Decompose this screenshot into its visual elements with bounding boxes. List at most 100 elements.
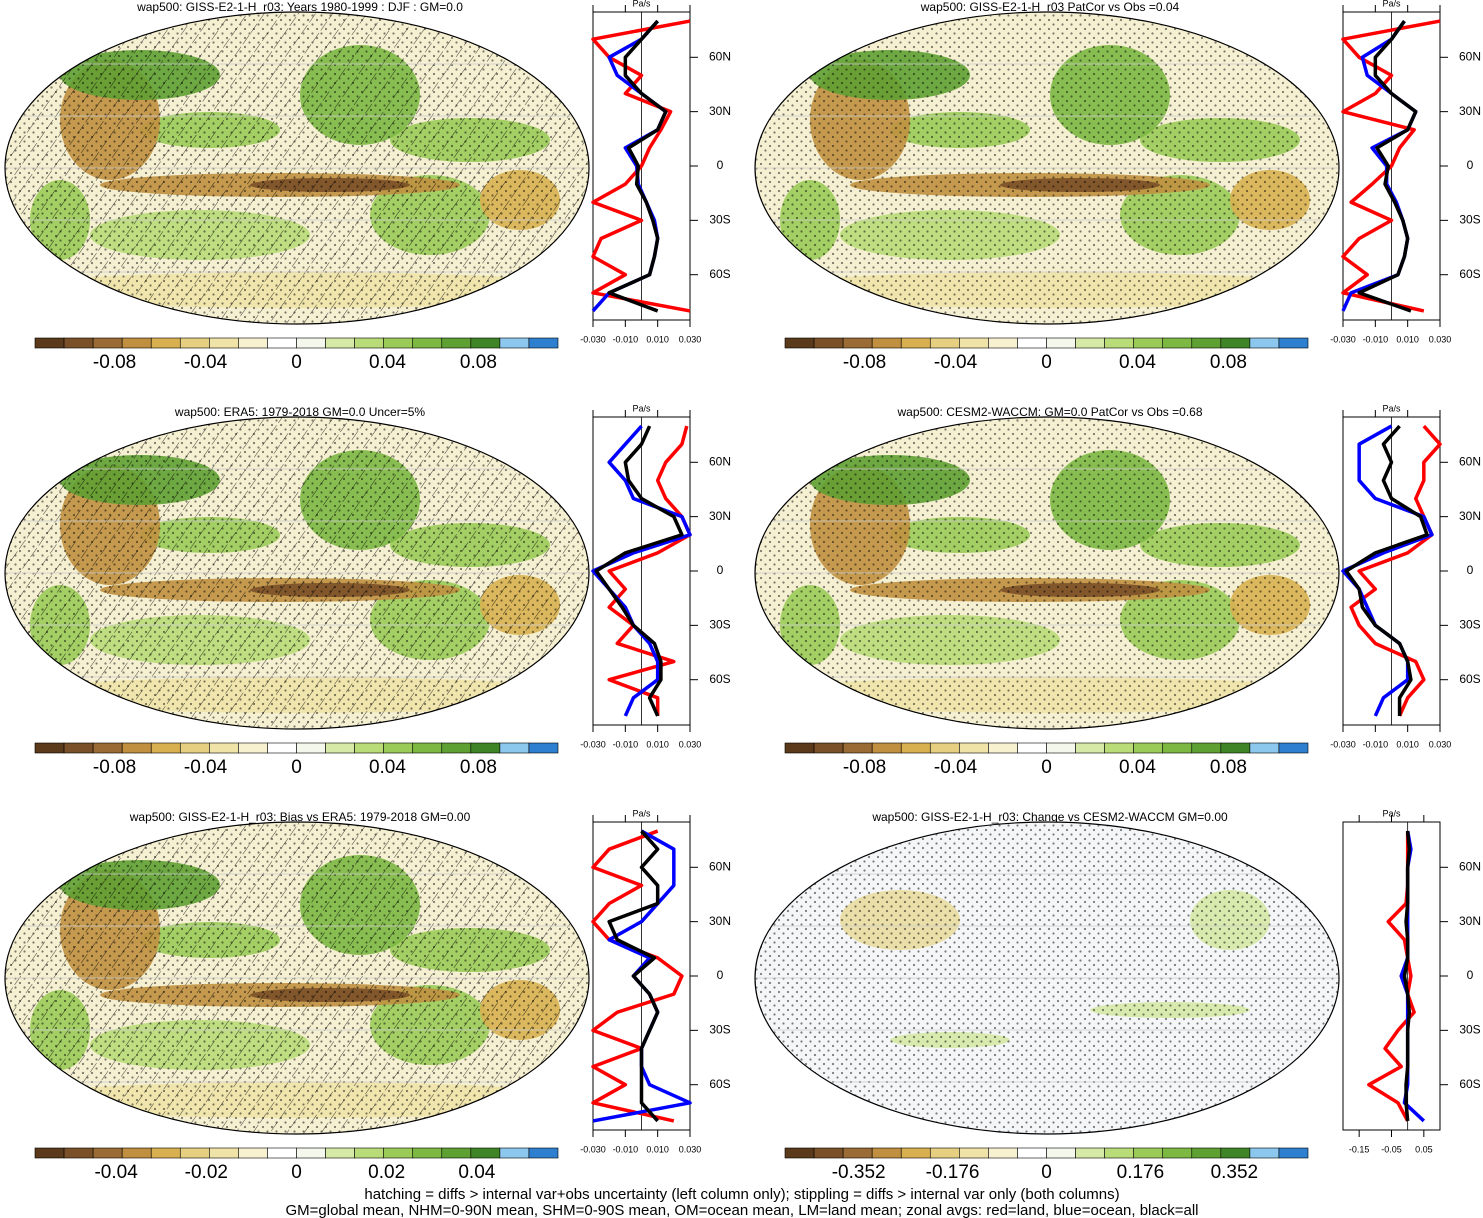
colorbar-tick-label: 0.08 <box>1210 757 1247 778</box>
colorbar-box <box>238 337 268 349</box>
x-tick-label: 0.030 <box>679 739 702 749</box>
profile-line <box>607 19 668 313</box>
x-axis-label: Pa/s <box>632 808 651 818</box>
colorbar-tick-label: 0.08 <box>1210 352 1247 373</box>
colorbar-box <box>959 742 989 754</box>
y-tick-label: 0 <box>1467 158 1474 172</box>
x-tick-label: -0.010 <box>1363 739 1389 749</box>
footer-line: hatching = diffs > internal var+obs unce… <box>364 1186 1119 1203</box>
y-tick-label: 30N <box>709 509 731 523</box>
y-tick-label: 0 <box>717 158 724 172</box>
colorbar-box <box>238 742 268 754</box>
y-tick-label: 30N <box>1459 914 1481 928</box>
colorbar-tick-label: 0.08 <box>460 757 497 778</box>
colorbar-box <box>959 337 989 349</box>
colorbar-box <box>1017 1147 1047 1159</box>
colorbar-box <box>1104 1147 1134 1159</box>
x-tick-label: -0.010 <box>1363 334 1389 344</box>
colorbar-tick-label: -0.04 <box>934 757 978 778</box>
colorbar-box <box>1017 742 1047 754</box>
colorbar-box <box>499 1147 530 1159</box>
colorbar-box <box>412 1147 443 1159</box>
colorbar-box <box>470 337 501 349</box>
y-tick-label: 30S <box>1459 1023 1480 1037</box>
colorbar-box <box>1278 1147 1309 1159</box>
colorbar-box <box>499 742 530 754</box>
colorbar-box <box>784 742 815 754</box>
colorbar-box <box>813 1147 844 1159</box>
colorbar-box <box>1075 337 1105 349</box>
colorbar-box <box>34 337 65 349</box>
colorbar-box <box>1191 337 1222 349</box>
colorbar-tick-label: 0.04 <box>458 1162 495 1183</box>
colorbar-box <box>296 1147 326 1159</box>
colorbar-box <box>383 742 414 754</box>
x-tick-label: 0.030 <box>679 334 702 344</box>
colorbar-box <box>150 1147 181 1159</box>
colorbar-box <box>1133 1147 1164 1159</box>
colorbar-box <box>784 1147 815 1159</box>
colorbar-tick-label: 0 <box>1041 352 1052 373</box>
x-tick-label: -0.030 <box>580 1144 606 1154</box>
colorbar-box <box>209 1147 239 1159</box>
colorbar-box <box>1191 1147 1222 1159</box>
profile-line <box>1402 830 1412 1122</box>
colorbar-box <box>267 1147 297 1159</box>
y-tick-label: 60S <box>709 1077 730 1091</box>
colorbar-box <box>296 742 326 754</box>
colorbar-tick-label: 0.02 <box>368 1162 405 1183</box>
colorbar-box <box>842 742 873 754</box>
colorbar-box <box>871 337 902 349</box>
colorbar-box <box>1249 337 1280 349</box>
x-tick-label: -0.030 <box>1330 739 1356 749</box>
profile-line <box>1349 424 1442 717</box>
map <box>5 822 589 1134</box>
y-tick-label: 60N <box>709 49 731 63</box>
colorbar-box <box>1162 1147 1193 1159</box>
colorbar-tick-label: 0.04 <box>369 352 406 373</box>
x-tick-label: -0.030 <box>580 334 606 344</box>
colorbar-box <box>528 1147 559 1159</box>
y-tick-label: 30S <box>709 1023 730 1037</box>
colorbar-box <box>121 1147 152 1159</box>
colorbar-tick-label: -0.08 <box>93 352 136 373</box>
y-tick-label: 30N <box>709 914 731 928</box>
x-axis-label: Pa/s <box>632 403 651 413</box>
x-tick-label: 0.010 <box>1396 739 1419 749</box>
colorbar-box <box>92 1147 123 1159</box>
profile-line <box>591 424 692 717</box>
profile-line <box>607 829 660 1123</box>
y-tick-label: 60N <box>1459 859 1481 873</box>
colorbar-box <box>325 337 355 349</box>
colorbar-box <box>1191 742 1222 754</box>
colorbar-box <box>1249 742 1280 754</box>
profile-frame <box>1342 821 1441 1131</box>
colorbar-box <box>179 742 210 754</box>
colorbar-box <box>1104 742 1134 754</box>
hatching <box>5 822 589 1134</box>
colorbar-tick-label: 0.04 <box>1119 757 1156 778</box>
profile-line <box>591 19 691 313</box>
y-tick-label: 60N <box>1459 454 1481 468</box>
colorbar-box <box>1220 1147 1251 1159</box>
profile-line <box>607 425 692 716</box>
profile-line <box>594 425 684 717</box>
x-axis-label: Pa/s <box>632 0 651 8</box>
colorbar-box <box>1017 337 1047 349</box>
colorbar-tick-label: 0 <box>1041 1162 1052 1183</box>
hatching <box>5 12 589 324</box>
colorbar-box <box>179 1147 210 1159</box>
panel: wap500: ERA5: 1979-2018 GM=0.0 Uncer=5% P… <box>4 403 731 778</box>
colorbar-box <box>1104 337 1134 349</box>
x-tick-label: 0.010 <box>646 334 669 344</box>
profile-line <box>591 19 668 313</box>
x-tick-label: -0.010 <box>613 1144 639 1154</box>
panel-title: wap500: GISS-E2-1-H_r03: Bias vs ERA5: 1… <box>129 810 471 824</box>
colorbar-tick-label: 0.176 <box>1117 1162 1165 1183</box>
profile-line <box>1357 20 1418 313</box>
x-tick-label: -0.030 <box>580 739 606 749</box>
y-tick-label: 30N <box>1459 104 1481 118</box>
colorbar-box <box>150 742 181 754</box>
y-tick-label: 30N <box>709 104 731 118</box>
hatching <box>5 417 589 729</box>
